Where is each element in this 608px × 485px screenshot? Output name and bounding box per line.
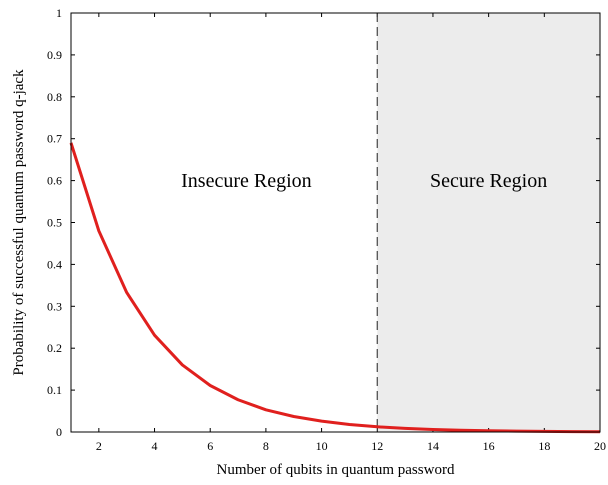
y-tick-label: 0.4 [47, 257, 62, 271]
x-tick-label: 18 [538, 439, 550, 453]
secure-region-label: Secure Region [430, 170, 547, 192]
y-tick-label: 0.9 [47, 48, 62, 62]
x-tick-label: 4 [152, 439, 158, 453]
x-tick-label: 10 [316, 439, 328, 453]
y-tick-label: 1 [56, 6, 62, 20]
plot-frame [70, 12, 601, 433]
y-tick-label: 0.1 [47, 383, 62, 397]
x-tick-label: 8 [263, 439, 269, 453]
x-axis-label: Number of qubits in quantum password [217, 462, 455, 478]
y-tick-label: 0.7 [47, 132, 62, 146]
x-tick-label: 2 [96, 439, 102, 453]
y-axis-ticks: 0 0.1 0.2 0.3 0.4 0.5 0.6 0.7 0.8 0.9 1 [47, 6, 600, 439]
insecure-region-label: Insecure Region [181, 170, 312, 192]
y-axis-label: Probability of successful quantum passwo… [11, 69, 27, 376]
y-tick-label: 0.8 [47, 90, 62, 104]
x-tick-label: 16 [483, 439, 495, 453]
y-tick-label: 0 [56, 425, 62, 439]
secure-region-fill [377, 13, 600, 432]
x-tick-label: 20 [594, 439, 606, 453]
x-tick-label: 6 [207, 439, 213, 453]
y-tick-label: 0.5 [47, 216, 62, 230]
probability-curve [69, 142, 601, 434]
y-tick-label: 0.6 [47, 174, 62, 188]
y-tick-label: 0.3 [47, 299, 62, 313]
x-tick-label: 12 [371, 439, 383, 453]
y-tick-label: 0.2 [47, 341, 62, 355]
x-tick-label: 14 [427, 439, 439, 453]
x-axis-ticks: 2 4 6 8 10 12 14 16 18 20 [96, 13, 606, 453]
